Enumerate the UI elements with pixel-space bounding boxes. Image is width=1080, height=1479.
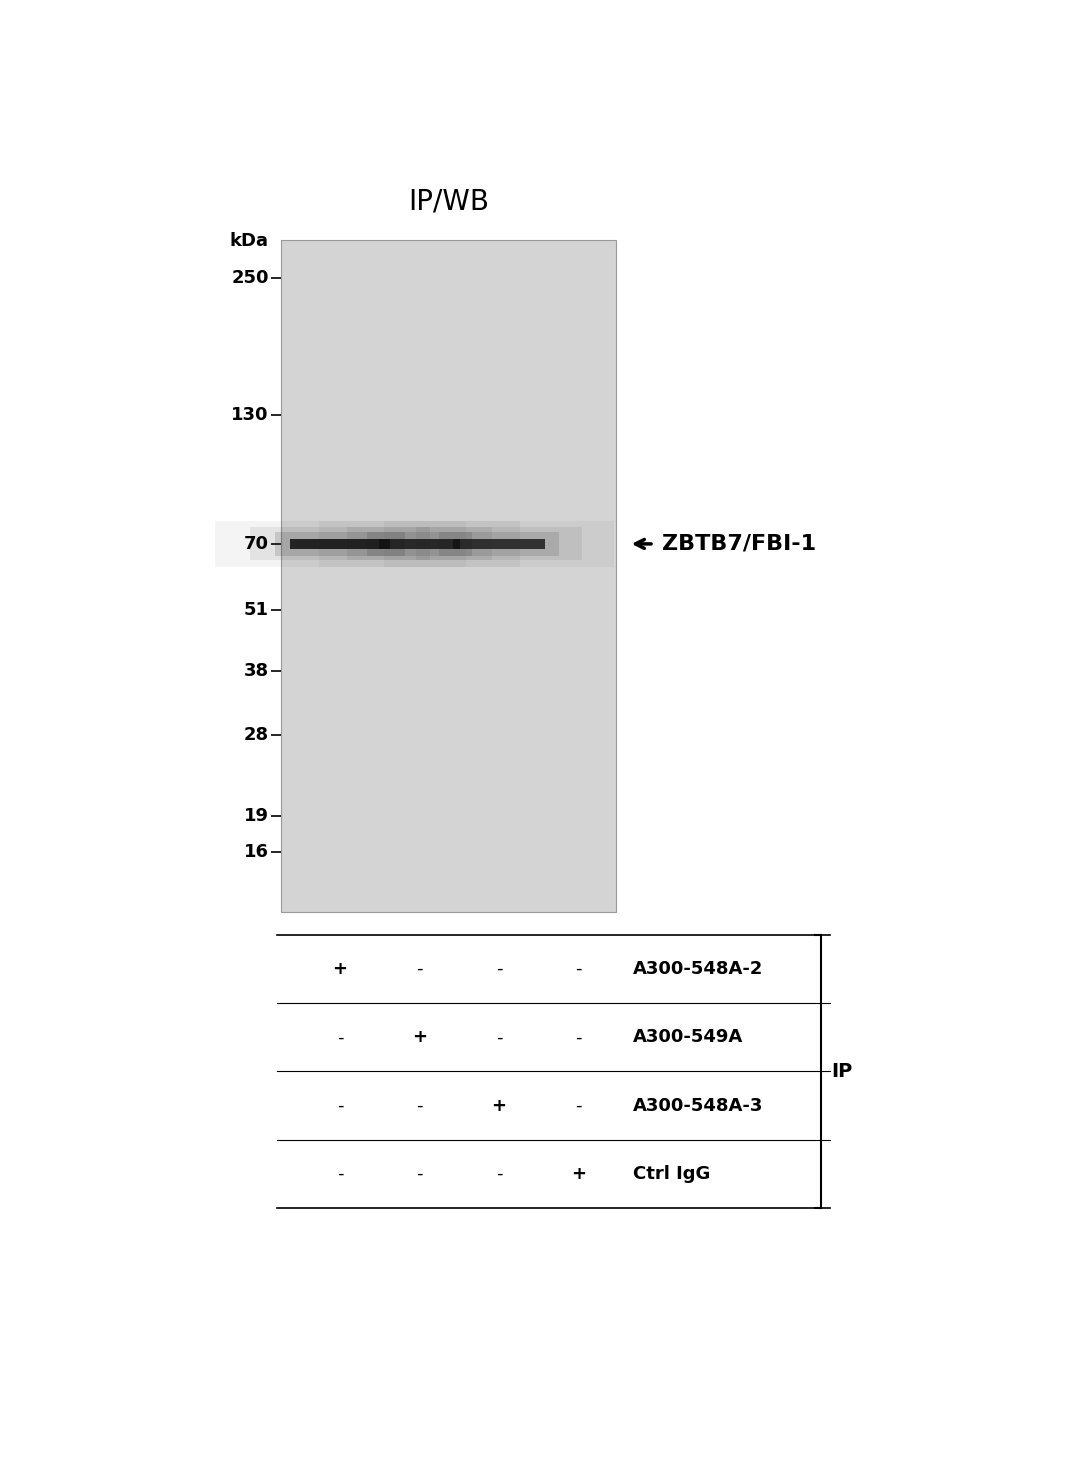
Text: -: - (576, 960, 582, 978)
Text: -: - (337, 1096, 343, 1115)
Bar (215, 521, 465, 566)
Text: IP: IP (832, 1062, 852, 1081)
Bar (384, 521, 615, 566)
Text: -: - (337, 1028, 343, 1046)
Text: -: - (496, 960, 502, 978)
Text: ZBTB7/FBI-1: ZBTB7/FBI-1 (662, 534, 816, 555)
Text: 130: 130 (231, 405, 269, 423)
Text: +: + (491, 1096, 507, 1115)
Text: -: - (496, 1165, 502, 1183)
Bar (440, 532, 559, 556)
Text: +: + (333, 960, 348, 978)
Bar (289, 538, 390, 549)
Text: 250: 250 (231, 269, 269, 287)
Bar (416, 528, 582, 561)
Text: 28: 28 (244, 726, 269, 744)
Bar (282, 240, 617, 913)
Bar (348, 528, 491, 561)
Text: 51: 51 (244, 600, 269, 620)
Bar (320, 521, 521, 566)
Text: -: - (416, 960, 423, 978)
Text: IP/WB: IP/WB (408, 186, 489, 214)
Text: 70: 70 (244, 535, 269, 553)
Text: -: - (576, 1096, 582, 1115)
Text: A300-549A: A300-549A (633, 1028, 743, 1046)
Bar (249, 528, 431, 561)
Text: -: - (576, 1028, 582, 1046)
Bar (274, 532, 405, 556)
Text: 19: 19 (244, 808, 269, 825)
Text: A300-548A-3: A300-548A-3 (633, 1096, 764, 1115)
Text: +: + (571, 1165, 586, 1183)
Text: Ctrl IgG: Ctrl IgG (633, 1165, 711, 1183)
Text: kDa: kDa (230, 232, 269, 250)
Bar (379, 538, 460, 549)
Text: -: - (416, 1096, 423, 1115)
Text: -: - (496, 1028, 502, 1046)
Text: -: - (416, 1165, 423, 1183)
Bar (454, 538, 545, 549)
Text: 16: 16 (244, 843, 269, 861)
Text: -: - (337, 1165, 343, 1183)
Text: A300-548A-2: A300-548A-2 (633, 960, 764, 978)
Text: +: + (413, 1028, 427, 1046)
Bar (367, 532, 472, 556)
Text: 38: 38 (244, 663, 269, 680)
